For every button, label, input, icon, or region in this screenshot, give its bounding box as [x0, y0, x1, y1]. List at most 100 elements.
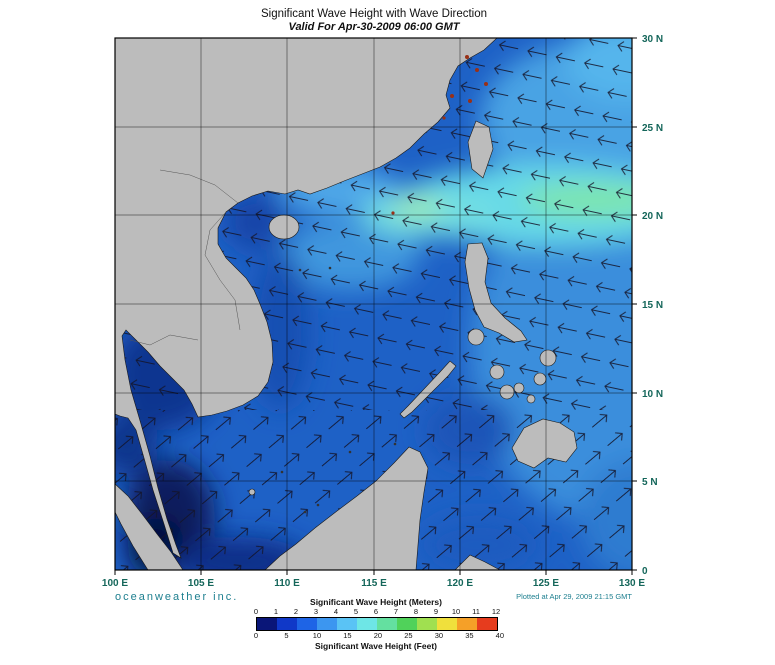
colorbar-meter-tick: 1 — [273, 607, 279, 616]
islet-dot — [348, 450, 352, 454]
islet-dot — [280, 470, 284, 474]
islet-dot — [298, 268, 302, 272]
lon-tick-label: 130 E — [619, 578, 645, 589]
colorbar-feet-tick: 10 — [312, 631, 322, 640]
land-sumatra — [115, 483, 184, 570]
colorbar-meter-tick: 3 — [313, 607, 319, 616]
lon-tick-label: 100 E — [102, 578, 128, 589]
lon-tick-label: 105 E — [188, 578, 214, 589]
land-luzon — [464, 242, 528, 343]
axis-tick-marks — [114, 37, 637, 575]
lat-tick-label: 10 N — [642, 389, 663, 400]
land-mainland-asia — [115, 38, 498, 559]
colorbar-feet-tick: 5 — [284, 631, 289, 640]
colorbar-segment — [277, 618, 297, 630]
islet-dot — [393, 442, 397, 446]
colorbar-feet-tick: 30 — [434, 631, 444, 640]
colorbar-feet-tick: 25 — [404, 631, 413, 640]
chart-subtitle: Valid For Apr-30-2009 06:00 GMT — [289, 21, 461, 33]
island-markers — [391, 55, 488, 215]
colorbar-segment — [337, 618, 357, 630]
small-island-marker — [468, 99, 472, 103]
lat-tick-label: 5 N — [642, 477, 658, 488]
lat-tick-label: 0 — [642, 566, 648, 577]
country-border — [129, 334, 199, 346]
lat-tick-label: 15 N — [642, 300, 663, 311]
longitude-axis: 100 E 105 E 110 E 115 E 120 E 125 E 130 … — [102, 578, 645, 589]
small-island-marker — [442, 116, 446, 120]
islet-natuna — [248, 488, 256, 496]
lon-tick-label: 110 E — [274, 578, 300, 589]
colorbar-meter-tick: 0 — [253, 607, 259, 616]
latitude-axis: 0 5 N 10 N 15 N 20 N 25 N 30 N — [642, 34, 663, 577]
land-negros — [499, 384, 515, 400]
country-border — [159, 169, 239, 204]
colorbar-segment — [397, 618, 417, 630]
colorbar-segment — [457, 618, 477, 630]
colorbar-feet-tick: 20 — [373, 631, 383, 640]
lon-tick-label: 120 E — [447, 578, 473, 589]
lon-tick-label: 115 E — [361, 578, 387, 589]
land-samar — [539, 349, 557, 367]
colorbar-bar — [256, 617, 498, 631]
colorbar-segment — [417, 618, 437, 630]
land-cebu — [513, 382, 525, 394]
colorbar-meter-ticks: 0 1 2 3 4 5 6 7 8 9 10 11 12 — [254, 607, 500, 617]
land-leyte — [533, 372, 547, 386]
colorbar-segment — [297, 618, 317, 630]
colorbar-meter-tick: 2 — [293, 607, 299, 616]
islet-dot — [328, 266, 332, 270]
land-sulawesi-tip — [454, 554, 501, 570]
colorbar-meter-tick: 5 — [353, 607, 359, 616]
colorbar-segment — [357, 618, 377, 630]
land-mindoro — [467, 328, 485, 346]
small-island-marker — [475, 68, 479, 72]
colorbar-feet-label: Significant Wave Height (Feet) — [314, 641, 437, 651]
colorbar-segment — [317, 618, 337, 630]
colorbar-meter-tick: 12 — [491, 607, 501, 616]
plotted-timestamp: Plotted at Apr 29, 2009 21:15 GMT — [516, 592, 632, 601]
colorbar-meter-tick: 10 — [451, 607, 461, 616]
lat-tick-label: 25 N — [642, 123, 663, 134]
small-island-marker — [391, 211, 395, 215]
islet-dot — [316, 503, 320, 507]
land-bohol — [526, 394, 536, 404]
oceanweather-credit: oceanweather inc. — [115, 591, 238, 603]
land-hainan — [268, 214, 300, 240]
lat-tick-label: 30 N — [642, 34, 663, 45]
country-border — [204, 211, 241, 331]
colorbar-segment — [437, 618, 457, 630]
lat-tick-label: 20 N — [642, 211, 663, 222]
colorbar-meter-tick: 11 — [472, 607, 480, 616]
small-island-marker — [450, 94, 454, 98]
colorbar-feet-tick: 0 — [253, 631, 259, 640]
colorbar-meter-tick: 9 — [433, 607, 439, 616]
small-island-marker — [465, 55, 469, 59]
colorbar-feet-tick: 35 — [465, 631, 474, 640]
land-palawan — [399, 360, 457, 419]
islet-dot — [303, 510, 307, 514]
land-borneo — [264, 446, 429, 570]
colorbar-meter-tick: 4 — [333, 607, 339, 616]
small-island-marker — [484, 82, 488, 86]
colorbar-meters-label: Significant Wave Height (Meters) — [310, 597, 442, 607]
colorbar-segment — [257, 618, 277, 630]
islet-dots — [280, 266, 397, 514]
land-mindanao — [511, 418, 578, 469]
colorbar-meter-tick: 7 — [393, 607, 399, 616]
graticule — [115, 38, 632, 570]
colorbar-segment — [377, 618, 397, 630]
land-panay — [489, 364, 505, 380]
colorbar-feet-tick: 40 — [495, 631, 504, 640]
colorbar-feet-ticks: 0 5 10 15 20 25 30 35 40 — [254, 631, 504, 641]
chart-title: Significant Wave Height with Wave Direct… — [261, 8, 487, 20]
country-borders — [129, 169, 241, 346]
colorbar-feet-tick: 15 — [343, 631, 352, 640]
colorbar-meter-tick: 8 — [413, 607, 419, 616]
colorbar-meter-tick: 6 — [373, 607, 379, 616]
colorbar-segment — [477, 618, 497, 630]
lon-tick-label: 125 E — [533, 578, 559, 589]
land-group — [115, 38, 578, 570]
